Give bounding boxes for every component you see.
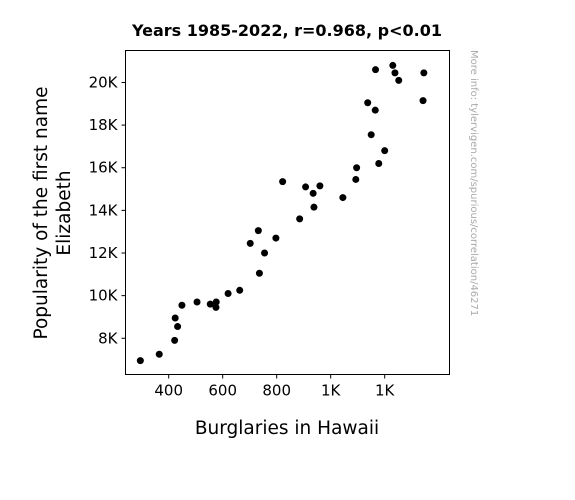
data-point: [391, 69, 399, 77]
chart-title: Years 1985-2022, r=0.968, p<0.01: [131, 21, 442, 40]
x-tick-label: 1K: [375, 382, 396, 400]
data-point: [352, 175, 360, 183]
data-point: [420, 69, 428, 77]
data-point: [339, 194, 347, 202]
y-tick-label: 14K: [89, 201, 119, 219]
data-point: [279, 178, 287, 186]
y-axis-label: Popularity of the first name Elizabeth: [31, 86, 75, 339]
data-point: [296, 215, 304, 223]
data-point: [224, 290, 232, 297]
data-point: [171, 314, 179, 322]
data-point: [375, 159, 383, 167]
y-tick-label: 16K: [89, 159, 119, 177]
y-tick-label: 18K: [89, 116, 119, 134]
data-point: [353, 164, 361, 172]
data-point: [212, 298, 220, 306]
data-point: [193, 298, 201, 306]
data-point: [419, 97, 427, 105]
data-point: [254, 227, 262, 235]
data-point: [261, 249, 269, 257]
data-point: [246, 239, 254, 247]
data-point: [206, 300, 214, 308]
data-point: [302, 183, 310, 191]
y-tick-label: 20K: [89, 73, 119, 91]
x-tick-label: 1K: [321, 382, 342, 400]
data-point: [316, 182, 324, 190]
data-point: [155, 350, 163, 358]
y-axis-label-line-2: Elizabeth: [54, 170, 75, 255]
x-tick-label: 600: [208, 382, 237, 400]
data-point: [309, 189, 317, 197]
y-tick-label: 8K: [98, 329, 119, 347]
x-axis-ticks: 400 600 800 1K 1K: [154, 374, 396, 400]
data-point: [212, 303, 220, 311]
x-tick-label: 400: [154, 382, 183, 400]
plot-frame: [125, 50, 450, 375]
data-point: [364, 99, 372, 107]
data-points: [136, 61, 428, 365]
data-point: [171, 336, 179, 344]
y-tick-label: 12K: [89, 244, 119, 262]
data-point: [236, 286, 244, 294]
data-point: [395, 76, 403, 84]
y-axis-ticks: 8K 10K 12K 14K 16K 18K 20K: [89, 73, 126, 347]
source-watermark: More info: tylervigen.com/spurious/corre…: [468, 50, 479, 316]
data-point: [371, 106, 379, 114]
x-axis-label: Burglaries in Hawaii: [195, 418, 379, 439]
data-point: [389, 61, 397, 69]
data-point: [310, 203, 318, 211]
data-point: [174, 323, 182, 331]
data-point: [381, 147, 389, 155]
data-point: [272, 234, 280, 242]
data-point: [178, 301, 186, 309]
data-point: [367, 131, 375, 139]
data-point: [255, 269, 263, 277]
data-point: [136, 357, 144, 365]
x-tick-label: 800: [262, 382, 291, 400]
data-point: [372, 66, 380, 74]
y-tick-label: 10K: [89, 287, 119, 305]
y-axis-label-line-1: Popularity of the first name: [31, 86, 52, 339]
